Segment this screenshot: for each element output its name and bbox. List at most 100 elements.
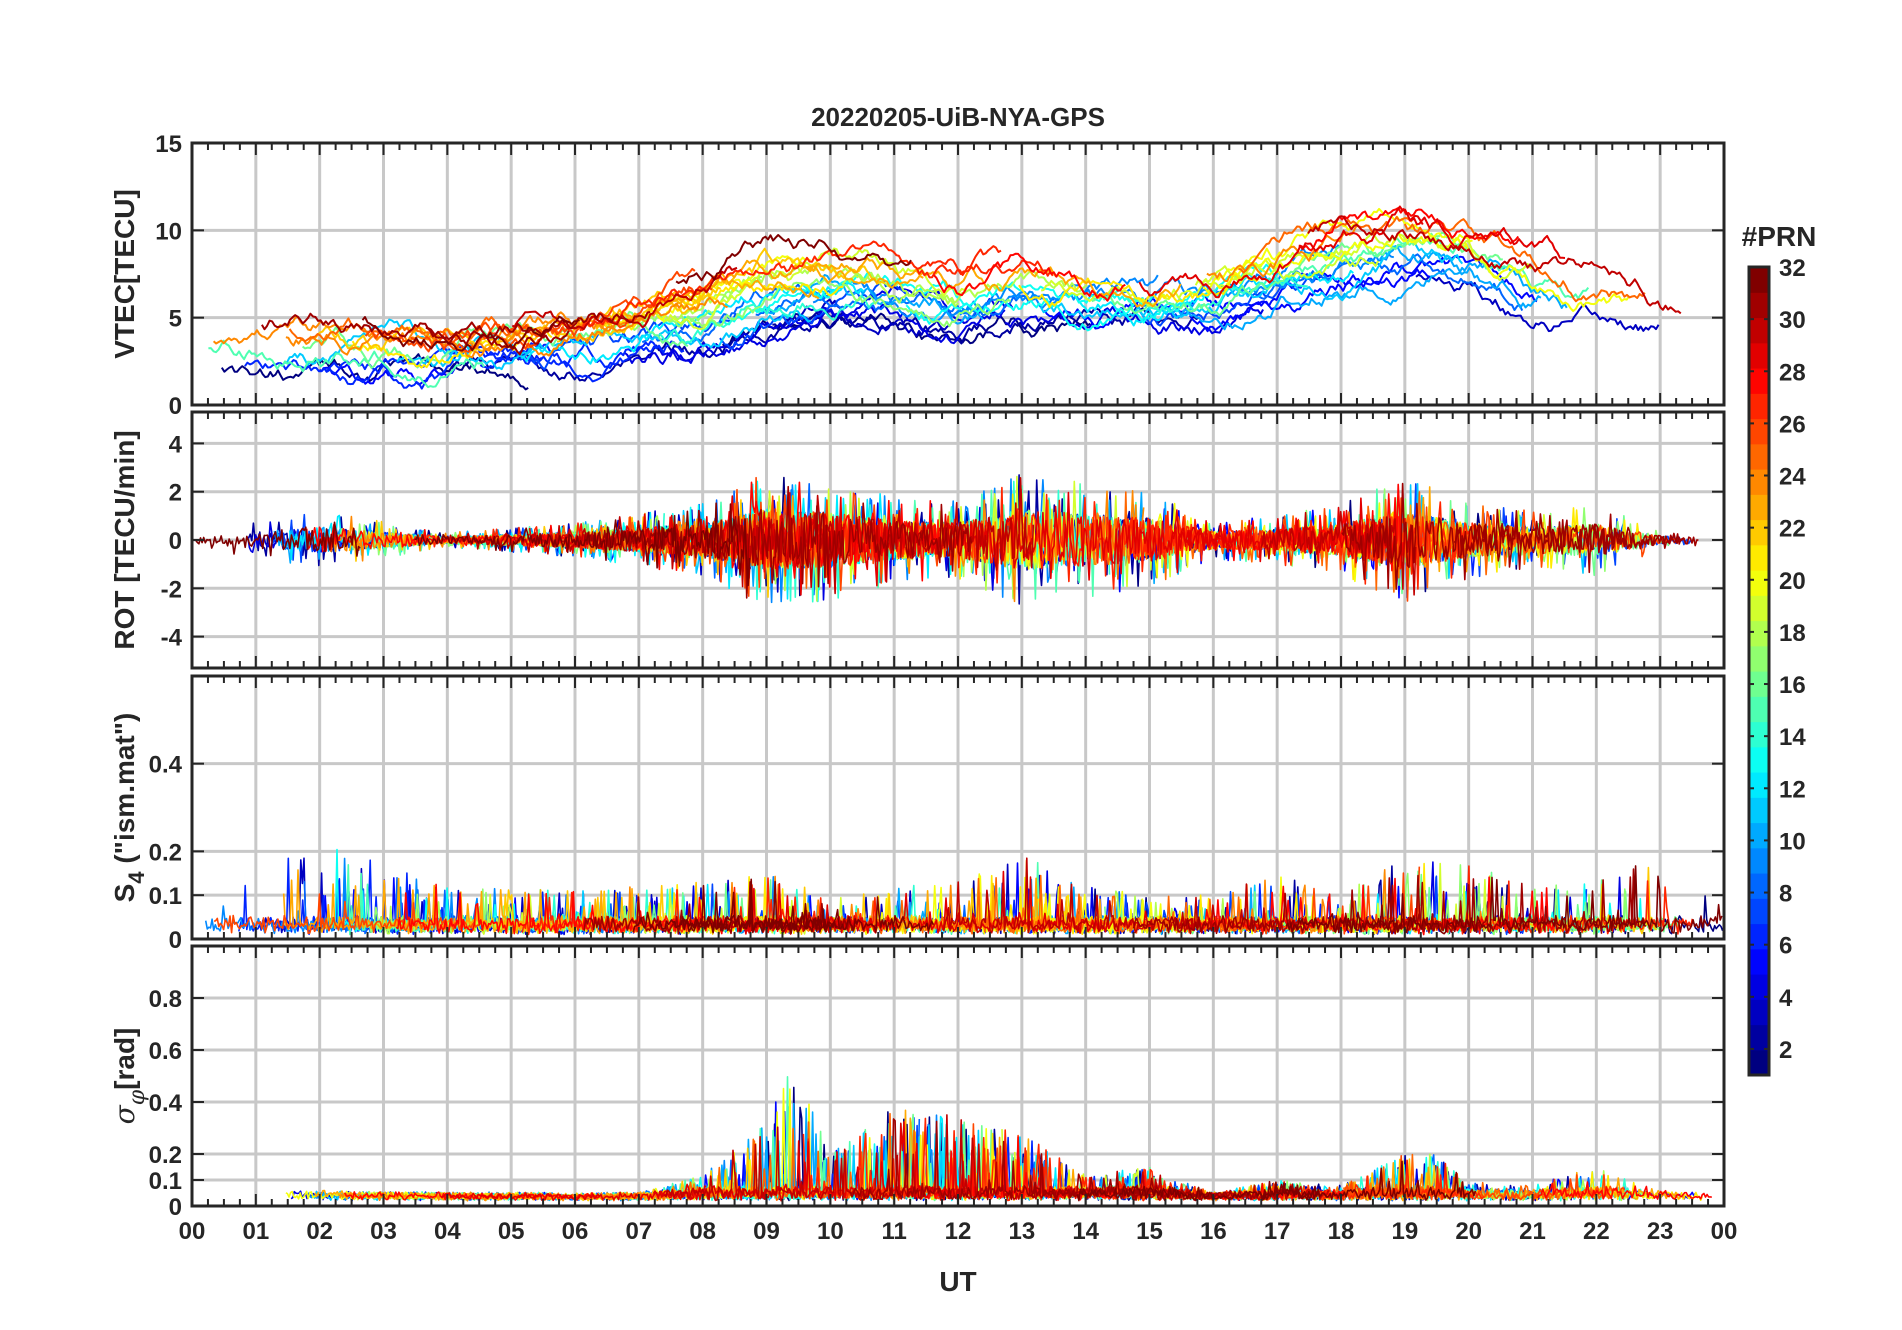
vtec-series-prn-17: [680, 278, 1012, 328]
y-tick-label: -4: [161, 625, 183, 652]
colorbar-segment: [1749, 898, 1769, 925]
panel-s4: 0 0.1 0.2 0.4S4 ("ism.mat"): [109, 674, 1726, 954]
vtec-series-prn-28: [933, 252, 1126, 302]
vtec-series-prn-21: [1018, 273, 1260, 309]
colorbar-tick-label: 12: [1779, 776, 1806, 803]
vtec-series-prn-5: [319, 363, 456, 386]
x-tick-label: 04: [434, 1218, 461, 1245]
y-tick-label: 0.1: [149, 1168, 182, 1195]
colorbar-tick-label: 26: [1779, 411, 1806, 438]
y-tick-label: 5: [169, 306, 182, 333]
vtec-y-axis-label: VTEC[TECU]: [109, 189, 140, 359]
colorbar-tick-label: 20: [1779, 568, 1806, 595]
y-tick-label: 0: [169, 528, 182, 555]
x-tick-labels: 00 01 02 03 04 05 06 07 08 09 10 11 12 13 14 15 16 17 18 19…: [179, 1218, 1738, 1245]
colorbar-segment: [1749, 797, 1769, 824]
vtec-series-prn-20: [1202, 207, 1631, 312]
rot-series-prn-30: [1260, 510, 1417, 596]
colorbar-tick-label: 6: [1779, 933, 1792, 960]
y-tick-label: 15: [155, 131, 182, 158]
rot-series-prn-28: [305, 523, 662, 571]
vtec-series-prn-3: [1415, 273, 1660, 333]
colorbar-segment: [1749, 519, 1769, 546]
rot-series-prn-30: [871, 476, 1035, 583]
y-tick-label: 2: [169, 480, 182, 507]
vtec-series-prn-6: [322, 344, 543, 390]
colorbar-segment: [1749, 342, 1769, 369]
colorbar-segment: [1749, 368, 1769, 394]
s4-series-prn-32: [1285, 865, 1723, 935]
x-tick-label: 00: [1711, 1218, 1738, 1245]
x-tick-label: 23: [1647, 1218, 1674, 1245]
y-tick-label: 0.8: [149, 986, 182, 1013]
colorbar-segment: [1749, 746, 1769, 773]
colorbar-segment: [1749, 317, 1769, 344]
y-tick-label: 0.4: [149, 1090, 183, 1117]
sigma_phi-series-prn-32: [1258, 1160, 1477, 1201]
colorbar-tick-label: 10: [1779, 828, 1806, 855]
vtec-series-prn-31: [261, 311, 651, 356]
x-tick-label: 20: [1455, 1218, 1482, 1245]
x-tick-label: 06: [562, 1218, 589, 1245]
colorbar-label: #PRN: [1742, 221, 1817, 252]
vtec-series-prn-23: [802, 264, 1182, 308]
colorbar-tick-label: 2: [1779, 1037, 1792, 1064]
panel-frame: [190, 944, 1726, 1208]
vtec-series-prn-6: [479, 342, 665, 383]
y-tick-label: 4: [169, 431, 183, 458]
vtec-series-prn-32: [675, 234, 912, 284]
colorbar-tick-label: 14: [1779, 724, 1806, 751]
y-tick-label: 0.6: [149, 1038, 182, 1065]
y-tick-label: 0: [169, 927, 182, 954]
x-tick-label: 16: [1200, 1218, 1227, 1245]
s4-series-group: [204, 848, 1724, 936]
y-tick-label: 0: [169, 1194, 182, 1221]
x-tick-label: 05: [498, 1218, 525, 1245]
chart-title: 20220205-UiB-NYA-GPS: [811, 102, 1105, 132]
y-tick-label: 0.2: [149, 1142, 182, 1169]
vtec-series-prn-5: [1188, 254, 1538, 333]
x-tick-label: 18: [1328, 1218, 1355, 1245]
vtec-series-prn-3: [783, 298, 951, 337]
panel-rot: -4 -2 0 2 4 ROT [TECU/min]: [109, 410, 1726, 670]
vtec-series-prn-14: [658, 294, 875, 344]
colorbar-segment: [1749, 443, 1769, 470]
y-tick-label: -2: [161, 576, 182, 603]
colorbar-tick-label: 24: [1779, 464, 1806, 491]
y-tick-label: 0: [169, 393, 182, 420]
vtec-series-prn-15: [208, 339, 485, 389]
sigma_phi-y-axis-label: σφ[rad]: [108, 1028, 150, 1125]
s4-y-axis-label: S4 ("ism.mat"): [109, 713, 149, 903]
vtec-series-prn-27: [917, 258, 1054, 277]
vtec-series-prn-8: [1258, 253, 1524, 312]
sigma_phi-series-prn-32: [1076, 1183, 1321, 1202]
rot-series-prn-31: [583, 485, 973, 599]
colorbar-segment: [1749, 974, 1769, 1000]
sigma_phi-series-group: [285, 1076, 1712, 1202]
colorbar-segment: [1749, 772, 1769, 798]
colorbar-segment: [1749, 696, 1769, 723]
vtec-series-prn-20: [1216, 232, 1473, 291]
vtec-series-prn-29: [1408, 216, 1566, 259]
sigma_phi-series-prn-29: [441, 1183, 707, 1202]
s4-series-prn-32: [680, 884, 935, 934]
colorbar-tick-label: 4: [1779, 985, 1793, 1012]
x-tick-label: 19: [1391, 1218, 1418, 1245]
panel-sigma_phi: 00.10.2 0.4 0.6 0.8 σφ[rad]: [108, 944, 1726, 1221]
colorbar-segment: [1749, 873, 1769, 899]
colorbar-segment: [1749, 570, 1769, 596]
x-tick-label: 22: [1583, 1218, 1610, 1245]
vtec-series-prn-25: [1238, 216, 1413, 274]
vtec-series-prn-28: [1298, 207, 1520, 252]
rot-y-axis-label: ROT [TECU/min]: [109, 430, 140, 649]
colorbar-segment: [1749, 595, 1769, 622]
vtec-series-prn-10: [1157, 258, 1568, 331]
vtec-series-prn-24: [1206, 223, 1359, 282]
x-tick-label: 03: [370, 1218, 397, 1245]
x-tick-label: 10: [817, 1218, 844, 1245]
colorbar-segment: [1749, 847, 1769, 874]
x-tick-label: 15: [1136, 1218, 1163, 1245]
